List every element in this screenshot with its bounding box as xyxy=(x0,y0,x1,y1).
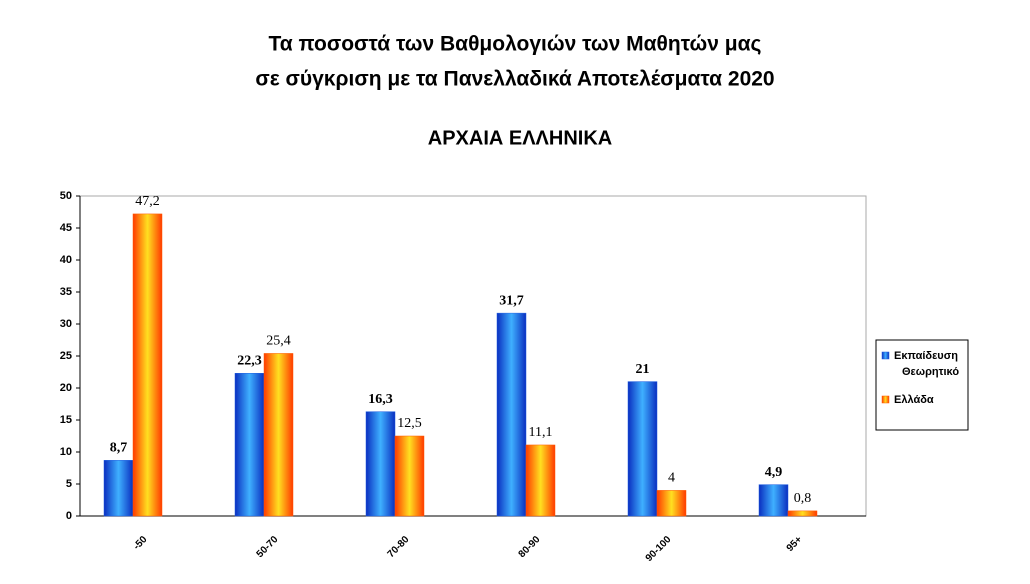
plot-area xyxy=(79,195,867,517)
y-tick-label: 10 xyxy=(60,446,72,458)
x-tick-label: 70-80 xyxy=(386,534,412,560)
y-tick-label: 15 xyxy=(60,414,72,426)
chart-subtitle: σε σύγκριση με τα Πανελλαδικά Αποτελέσμα… xyxy=(255,68,774,91)
chart-heading: ΑΡΧΑΙΑ ΕΛΛΗΝΙΚΑ xyxy=(428,127,612,149)
bar xyxy=(656,490,687,517)
value-label: 31,7 xyxy=(499,293,524,308)
bar xyxy=(787,510,818,517)
value-label: 8,7 xyxy=(110,441,128,456)
value-label: 4,9 xyxy=(765,465,783,480)
value-label: 22,3 xyxy=(237,353,262,368)
legend-swatch xyxy=(881,351,890,360)
bar xyxy=(496,312,527,517)
legend xyxy=(875,339,969,431)
x-tick-label: 80-90 xyxy=(517,534,543,560)
y-tick-label: 30 xyxy=(60,318,72,330)
y-tick-label: 40 xyxy=(60,254,72,266)
value-label: 16,3 xyxy=(368,392,393,407)
y-tick-label: 0 xyxy=(66,510,72,522)
bar xyxy=(627,381,658,517)
value-label: 47,2 xyxy=(135,194,160,209)
y-tick-label: 50 xyxy=(60,190,72,202)
value-label: 4 xyxy=(668,471,675,486)
bar xyxy=(234,373,265,517)
value-label: 25,4 xyxy=(266,334,291,349)
bar xyxy=(132,213,163,517)
x-tick-label: -50 xyxy=(131,534,149,552)
y-tick-label: 5 xyxy=(66,478,72,490)
value-label: 11,1 xyxy=(529,425,553,440)
y-tick-label: 20 xyxy=(60,382,72,394)
bar xyxy=(394,435,425,517)
y-tick-label: 45 xyxy=(60,222,72,234)
x-tick-label: 50-70 xyxy=(255,534,281,560)
y-tick-label: 35 xyxy=(60,286,72,298)
bar xyxy=(365,411,396,517)
value-label: 0,8 xyxy=(794,491,812,506)
chart-title: Τα ποσοστά των Βαθμολογιών των Μαθητών μ… xyxy=(269,33,762,56)
legend-label: Εκπαίδευση Θεωρητικό xyxy=(894,350,961,378)
bar xyxy=(263,353,294,517)
bar xyxy=(103,460,134,517)
bar xyxy=(758,484,789,517)
x-tick-label: 90-100 xyxy=(644,534,674,564)
value-label: 21 xyxy=(636,362,650,377)
x-tick-label: 95+ xyxy=(785,534,805,554)
value-label: 12,5 xyxy=(397,416,422,431)
y-tick-label: 25 xyxy=(60,350,72,362)
legend-label: Ελλάδα xyxy=(894,394,934,406)
bar xyxy=(525,444,556,517)
legend-swatch xyxy=(881,395,890,404)
